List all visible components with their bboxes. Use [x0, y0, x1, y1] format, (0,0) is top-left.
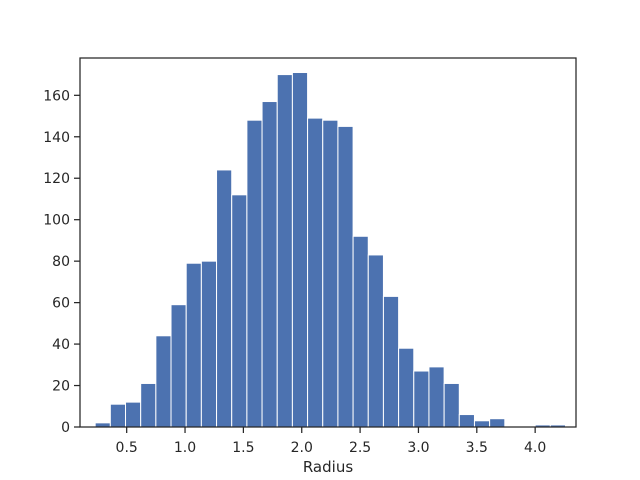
histogram-bar: [382, 295, 400, 428]
histogram-bar: [398, 347, 415, 428]
x-tick-label: 2.0: [291, 440, 313, 456]
histogram-bar: [443, 382, 460, 428]
histogram-bar: [473, 420, 491, 428]
histogram-bar: [216, 169, 233, 428]
histogram-bar: [337, 125, 354, 428]
histogram-bar: [489, 418, 506, 428]
histogram-bar: [246, 119, 263, 428]
y-axis-ticks: 0 20 40 60 80 100 120 140 160: [43, 88, 80, 436]
x-tick-label: 3.0: [407, 440, 429, 456]
y-tick-label: 60: [52, 296, 70, 312]
x-tick-label: 1.0: [174, 440, 196, 456]
x-tick-label: 4.0: [524, 440, 546, 456]
histogram-bar: [413, 370, 430, 428]
plot-frame: [79, 57, 577, 428]
x-axis-label: Radius: [303, 458, 353, 476]
histogram-bar: [170, 304, 187, 428]
y-tick-label: 120: [43, 171, 70, 187]
x-tick-label: 1.5: [232, 440, 254, 456]
histogram-bar: [322, 119, 339, 428]
histogram-bar: [140, 382, 157, 428]
y-tick-label: 20: [52, 379, 70, 395]
y-tick-label: 40: [52, 337, 70, 353]
histogram-bar: [352, 235, 369, 428]
histogram-bar: [291, 72, 309, 428]
y-tick-label: 160: [43, 88, 70, 104]
histogram-bar: [428, 366, 445, 428]
histogram-bar: [109, 403, 127, 428]
histogram-bar: [125, 401, 142, 428]
histogram-bars: [94, 72, 566, 428]
histogram-bar: [200, 260, 218, 428]
histogram-bar: [458, 414, 475, 428]
y-tick-label: 140: [43, 130, 70, 146]
x-tick-label: 2.5: [349, 440, 371, 456]
histogram-bar: [307, 117, 324, 428]
y-tick-label: 80: [52, 254, 70, 270]
histogram-bar: [155, 335, 172, 428]
x-tick-label: 3.5: [466, 440, 488, 456]
histogram-bar: [367, 254, 384, 428]
histogram-bar: [261, 101, 278, 428]
histogram-bar: [185, 262, 202, 428]
x-axis-ticks: 0.5 1.0 1.5 2.0 2.5 3.0 3.5 4.0: [116, 427, 546, 456]
histogram-bar: [276, 74, 293, 428]
histogram-bar: [231, 194, 248, 428]
y-tick-label: 0: [61, 420, 70, 436]
x-tick-label: 0.5: [116, 440, 138, 456]
y-tick-label: 100: [43, 213, 70, 229]
